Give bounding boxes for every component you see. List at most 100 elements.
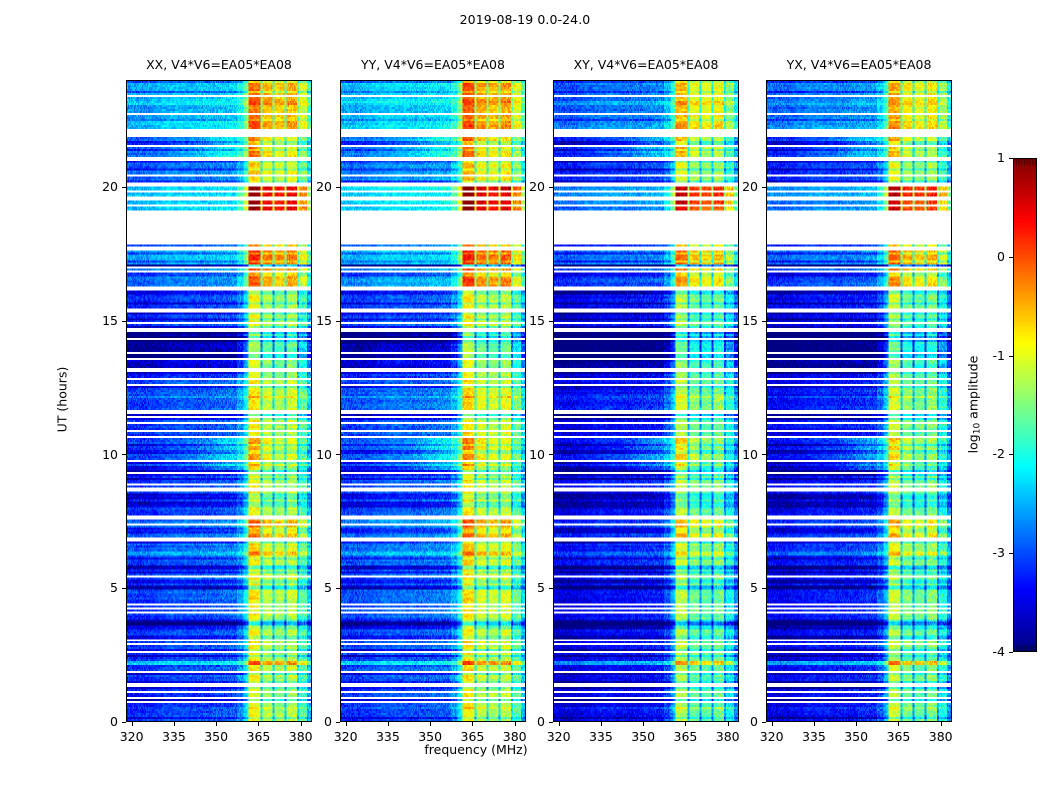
- y-tick-label: 20: [742, 179, 758, 194]
- y-tick-label: 10: [529, 446, 545, 462]
- panel-title-yy: YY, V4*V6=EA05*EA08: [361, 57, 505, 72]
- y-tickmark: [336, 454, 340, 455]
- panel-title-xx: XX, V4*V6=EA05*EA08: [146, 57, 292, 72]
- x-tick-label: 335: [161, 729, 186, 744]
- x-tick-label: 380: [502, 729, 527, 744]
- x-tick-label: 320: [546, 729, 571, 744]
- x-tick-label: 320: [119, 729, 144, 744]
- y-tick-label: 15: [529, 312, 545, 328]
- x-tickmark: [174, 722, 175, 726]
- colorbar-tick-label: -2: [992, 446, 1005, 462]
- y-tickmark: [549, 321, 553, 322]
- waterfall-image-xy: [554, 81, 738, 721]
- y-tickmark: [122, 722, 126, 723]
- y-tick-label: 0: [537, 714, 545, 729]
- y-tick-label: 0: [324, 714, 332, 729]
- x-tick-label: 350: [844, 729, 869, 744]
- colorbar-tick-label: 1: [997, 150, 1005, 165]
- y-tick-label: 15: [742, 312, 758, 328]
- colorbar: [1013, 158, 1037, 652]
- waterfall-image-xx: [127, 81, 311, 721]
- y-tickmark: [762, 722, 766, 723]
- x-tick-label: 350: [631, 729, 656, 744]
- x-tickmark: [430, 722, 431, 726]
- y-tickmark: [549, 187, 553, 188]
- waterfall-panel-yy[interactable]: [340, 80, 526, 722]
- colorbar-label-prefix: log: [965, 434, 981, 454]
- x-axis-label: frequency (MHz): [424, 742, 528, 757]
- colorbar-tickmark: [1009, 553, 1013, 554]
- y-tick-label: 20: [316, 179, 332, 194]
- colorbar-tick-label: -3: [992, 545, 1005, 561]
- colorbar-label-suffix: amplitude: [965, 355, 981, 423]
- panel-title-xy: XY, V4*V6=EA05*EA08: [573, 57, 719, 72]
- x-tick-label: 365: [246, 729, 271, 744]
- x-tick-label: 335: [375, 729, 400, 744]
- x-tickmark: [856, 722, 857, 726]
- x-tick-label: 380: [715, 729, 740, 744]
- x-tick-label: 320: [333, 729, 358, 744]
- y-tickmark: [122, 187, 126, 188]
- y-tick-label: 5: [110, 580, 118, 596]
- x-tickmark: [601, 722, 602, 726]
- x-tick-label: 335: [588, 729, 613, 744]
- y-tick-label: 10: [316, 446, 332, 462]
- colorbar-tickmark: [1009, 158, 1013, 159]
- y-tickmark: [762, 588, 766, 589]
- x-tick-label: 365: [460, 729, 485, 744]
- y-tick-label: 10: [742, 446, 758, 462]
- x-tick-label: 380: [928, 729, 953, 744]
- x-tickmark: [472, 722, 473, 726]
- waterfall-image-yy: [341, 81, 525, 721]
- y-tick-label: 0: [750, 714, 758, 729]
- y-tick-label: 5: [537, 580, 545, 596]
- y-tickmark: [122, 321, 126, 322]
- colorbar-tick-label: -4: [992, 644, 1005, 659]
- x-tick-label: 365: [673, 729, 698, 744]
- y-tick-label: 5: [750, 580, 758, 596]
- x-tickmark: [941, 722, 942, 726]
- x-tick-label: 320: [759, 729, 784, 744]
- x-tick-label: 350: [204, 729, 229, 744]
- colorbar-tickmark: [1009, 454, 1013, 455]
- x-tickmark: [258, 722, 259, 726]
- waterfall-panel-xx[interactable]: [126, 80, 312, 722]
- y-tick-label: 0: [110, 714, 118, 729]
- figure-suptitle: 2019-08-19 0.0-24.0: [459, 12, 591, 27]
- x-tickmark: [515, 722, 516, 726]
- x-tick-label: 350: [418, 729, 443, 744]
- y-tick-label: 15: [316, 312, 332, 328]
- x-tickmark: [772, 722, 773, 726]
- x-tickmark: [132, 722, 133, 726]
- x-tickmark: [643, 722, 644, 726]
- x-tickmark: [898, 722, 899, 726]
- y-tickmark: [549, 588, 553, 589]
- x-tickmark: [728, 722, 729, 726]
- y-tickmark: [336, 187, 340, 188]
- y-tickmark: [122, 454, 126, 455]
- y-tickmark: [762, 187, 766, 188]
- colorbar-tickmark: [1009, 356, 1013, 357]
- y-tickmark: [336, 321, 340, 322]
- y-tickmark: [336, 588, 340, 589]
- y-tickmark: [336, 722, 340, 723]
- waterfall-panel-xy[interactable]: [553, 80, 739, 722]
- colorbar-label-subscript: 10: [972, 422, 983, 435]
- waterfall-panel-yx[interactable]: [766, 80, 952, 722]
- x-tick-label: 335: [801, 729, 826, 744]
- x-tickmark: [814, 722, 815, 726]
- y-tickmark: [549, 722, 553, 723]
- colorbar-tick-label: -1: [992, 347, 1005, 363]
- colorbar-tickmark: [1009, 652, 1013, 653]
- x-tickmark: [301, 722, 302, 726]
- y-tick-label: 10: [102, 446, 118, 462]
- y-tick-label: 20: [529, 179, 545, 194]
- colorbar-label: log10 amplitude: [966, 304, 983, 504]
- x-tickmark: [346, 722, 347, 726]
- y-tickmark: [122, 588, 126, 589]
- x-tick-label: 380: [288, 729, 313, 744]
- x-tickmark: [559, 722, 560, 726]
- y-tickmark: [762, 454, 766, 455]
- y-tickmark: [762, 321, 766, 322]
